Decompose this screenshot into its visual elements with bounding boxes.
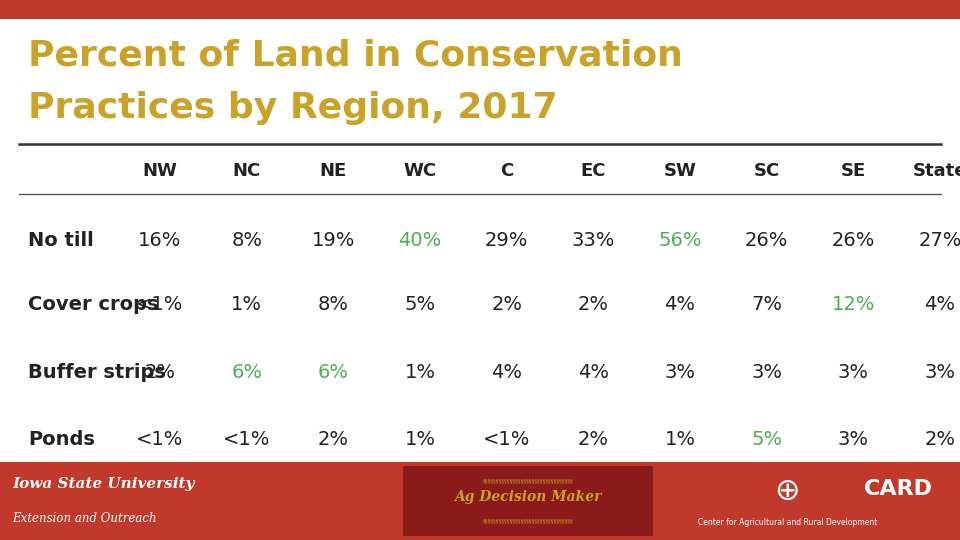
- Text: C: C: [500, 162, 514, 180]
- Text: <1%: <1%: [136, 430, 183, 449]
- Text: NW: NW: [143, 162, 178, 180]
- Text: 40%: 40%: [398, 231, 442, 250]
- Text: NE: NE: [320, 162, 347, 180]
- Text: No till: No till: [28, 231, 94, 250]
- Text: 2%: 2%: [492, 295, 522, 314]
- Text: 8%: 8%: [318, 295, 348, 314]
- Text: SE: SE: [841, 162, 866, 180]
- Text: 19%: 19%: [312, 231, 355, 250]
- Text: 6%: 6%: [318, 363, 348, 382]
- Text: §§§§§§§§§§§§§§§§§§§§§§§§§§§§§§§§§: §§§§§§§§§§§§§§§§§§§§§§§§§§§§§§§§§: [483, 518, 573, 523]
- Text: 33%: 33%: [571, 231, 615, 250]
- Text: 4%: 4%: [578, 363, 609, 382]
- Text: State: State: [913, 162, 960, 180]
- Text: 4%: 4%: [492, 363, 522, 382]
- Text: §§§§§§§§§§§§§§§§§§§§§§§§§§§§§§§§§: §§§§§§§§§§§§§§§§§§§§§§§§§§§§§§§§§: [483, 479, 573, 484]
- Text: 3%: 3%: [838, 430, 869, 449]
- Text: EC: EC: [581, 162, 606, 180]
- Text: Percent of Land in Conservation: Percent of Land in Conservation: [28, 38, 683, 72]
- Text: 1%: 1%: [664, 430, 695, 449]
- Text: 3%: 3%: [751, 363, 782, 382]
- Text: 29%: 29%: [485, 231, 528, 250]
- Text: Practices by Region, 2017: Practices by Region, 2017: [28, 91, 558, 125]
- Text: <1%: <1%: [223, 430, 271, 449]
- Text: 27%: 27%: [919, 231, 960, 250]
- Text: <1%: <1%: [136, 295, 183, 314]
- Text: 5%: 5%: [751, 430, 782, 449]
- Bar: [403, 465, 653, 536]
- Text: 2%: 2%: [318, 430, 348, 449]
- Text: 56%: 56%: [659, 231, 702, 250]
- Text: NC: NC: [232, 162, 261, 180]
- Text: CARD: CARD: [864, 479, 933, 499]
- Text: Iowa State University: Iowa State University: [12, 477, 195, 491]
- Text: <1%: <1%: [483, 430, 530, 449]
- Text: SC: SC: [754, 162, 780, 180]
- Text: 2%: 2%: [578, 295, 609, 314]
- Text: Extension and Outreach: Extension and Outreach: [12, 511, 157, 524]
- Text: 16%: 16%: [138, 231, 181, 250]
- Text: Cover crops: Cover crops: [28, 295, 158, 314]
- Text: 2%: 2%: [578, 430, 609, 449]
- Text: 2%: 2%: [924, 430, 955, 449]
- Text: 1%: 1%: [404, 363, 436, 382]
- Text: Ponds: Ponds: [28, 430, 95, 449]
- Text: 5%: 5%: [404, 295, 436, 314]
- Text: 12%: 12%: [831, 295, 875, 314]
- Text: WC: WC: [403, 162, 437, 180]
- Text: 3%: 3%: [838, 363, 869, 382]
- Text: 4%: 4%: [924, 295, 955, 314]
- Text: 26%: 26%: [831, 231, 875, 250]
- Text: 4%: 4%: [664, 295, 695, 314]
- Text: Buffer strips: Buffer strips: [28, 363, 166, 382]
- Text: 3%: 3%: [664, 363, 695, 382]
- Text: 1%: 1%: [404, 430, 436, 449]
- Text: 8%: 8%: [231, 231, 262, 250]
- Text: 26%: 26%: [745, 231, 788, 250]
- Text: 7%: 7%: [751, 295, 782, 314]
- Text: ⊕: ⊕: [775, 477, 800, 506]
- Text: SW: SW: [663, 162, 696, 180]
- Text: 3%: 3%: [924, 363, 955, 382]
- Text: Center for Agricultural and Rural Development: Center for Agricultural and Rural Develo…: [698, 518, 876, 527]
- Text: 1%: 1%: [231, 295, 262, 314]
- Text: 2%: 2%: [145, 363, 176, 382]
- Text: Ag Decision Maker: Ag Decision Maker: [454, 490, 602, 504]
- Text: 6%: 6%: [231, 363, 262, 382]
